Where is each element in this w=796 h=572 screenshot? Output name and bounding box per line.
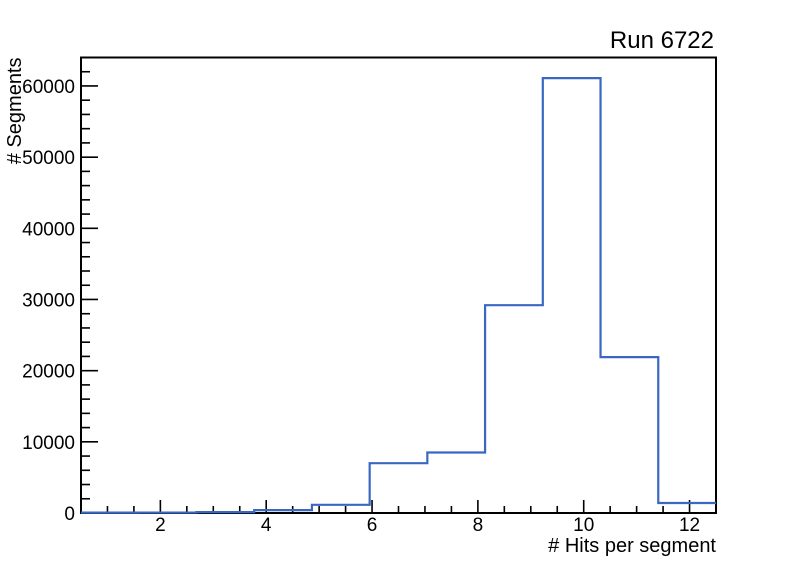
- x-tick-label: 8: [473, 515, 484, 536]
- y-tick-label: 50000: [22, 148, 75, 169]
- y-tick-label: 40000: [22, 219, 75, 240]
- x-tick-label: 6: [367, 515, 378, 536]
- x-tick-label: 10: [573, 515, 594, 536]
- x-tick-label: 4: [261, 515, 272, 536]
- axis-ticks: [81, 70, 691, 514]
- plot-title: Run 6722: [610, 27, 714, 54]
- y-tick-label: 0: [64, 504, 75, 525]
- plot-frame: [80, 56, 717, 514]
- y-axis-title: # Segments: [4, 58, 26, 165]
- x-tick-label: 12: [679, 515, 700, 536]
- y-tick-label: 60000: [22, 77, 75, 98]
- y-tick-label: 20000: [22, 362, 75, 383]
- axis-tick-labels: 2 4 6 8 10 12 0 10000 20000 30000 40000 50000 60000: [22, 77, 700, 536]
- histogram-line: [81, 77, 716, 514]
- x-tick-label: 2: [155, 515, 166, 536]
- x-axis-title: # Hits per segment: [548, 535, 716, 557]
- y-tick-label: 10000: [22, 433, 75, 454]
- y-tick-label: 30000: [22, 290, 75, 311]
